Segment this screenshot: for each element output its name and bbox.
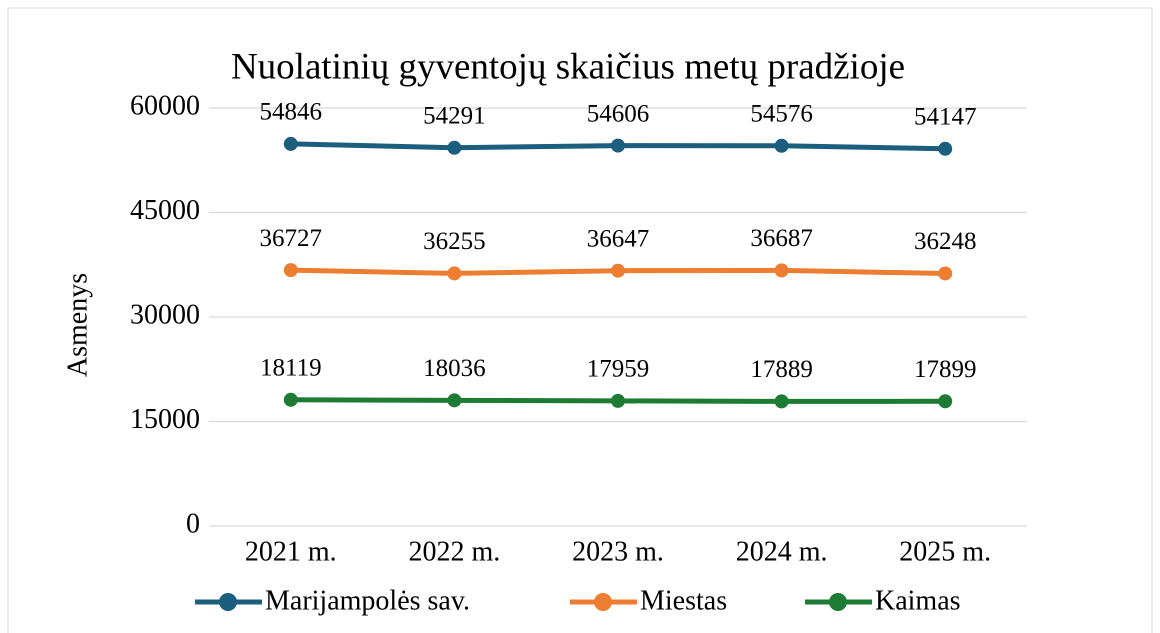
data-label: 54576 <box>750 101 813 128</box>
y-tick-label: 30000 <box>130 299 200 330</box>
data-label: 17889 <box>750 356 813 383</box>
point-marker <box>774 263 789 278</box>
point-marker <box>611 263 625 278</box>
legend-label: Marijampolės sav. <box>265 585 470 616</box>
legend-label: Kaimas <box>875 585 961 616</box>
y-tick-label: 60000 <box>130 90 200 121</box>
data-label: 54846 <box>260 99 323 126</box>
point-marker <box>938 141 953 156</box>
y-tick-label: 45000 <box>130 195 200 226</box>
x-tick-label: 2025 m. <box>899 536 991 567</box>
data-label: 17899 <box>914 356 977 383</box>
y-tick-label: 15000 <box>130 404 200 435</box>
y-axis-label: Asmenys <box>62 273 93 377</box>
data-label: 36687 <box>750 225 813 252</box>
data-label: 36255 <box>423 228 486 255</box>
data-label: 36248 <box>914 228 977 255</box>
point-marker <box>774 138 789 153</box>
legend-label: Miestas <box>640 585 727 616</box>
point-marker <box>283 263 298 278</box>
legend-marker <box>594 593 612 611</box>
point-marker <box>447 266 462 281</box>
data-label: 36727 <box>260 225 323 252</box>
data-label: 54606 <box>587 100 650 127</box>
data-label: 18119 <box>260 355 322 382</box>
data-label: 36647 <box>587 225 650 252</box>
y-tick-label: 0 <box>186 508 200 539</box>
point-marker <box>447 140 462 155</box>
point-marker <box>447 393 462 408</box>
x-tick-label: 2022 m. <box>409 536 501 567</box>
x-tick-label: 2023 m. <box>572 536 664 567</box>
x-tick-label: 2024 m. <box>736 536 828 567</box>
data-label: 54291 <box>423 103 486 130</box>
legend-marker <box>829 593 847 611</box>
point-marker <box>611 138 625 153</box>
data-label: 18036 <box>423 355 486 382</box>
point-marker <box>938 266 953 281</box>
x-tick-label: 2021 m. <box>245 536 337 567</box>
point-marker <box>283 392 298 407</box>
data-label: 17959 <box>587 356 650 383</box>
point-marker <box>611 393 625 408</box>
point-marker <box>774 394 789 409</box>
legend-marker <box>219 593 237 611</box>
data-label: 54147 <box>914 104 977 131</box>
chart-title: Nuolatinių gyventojų skaičius metų pradž… <box>231 46 905 87</box>
point-marker <box>938 394 953 409</box>
chart-border <box>7 7 1153 633</box>
point-marker <box>283 136 298 151</box>
